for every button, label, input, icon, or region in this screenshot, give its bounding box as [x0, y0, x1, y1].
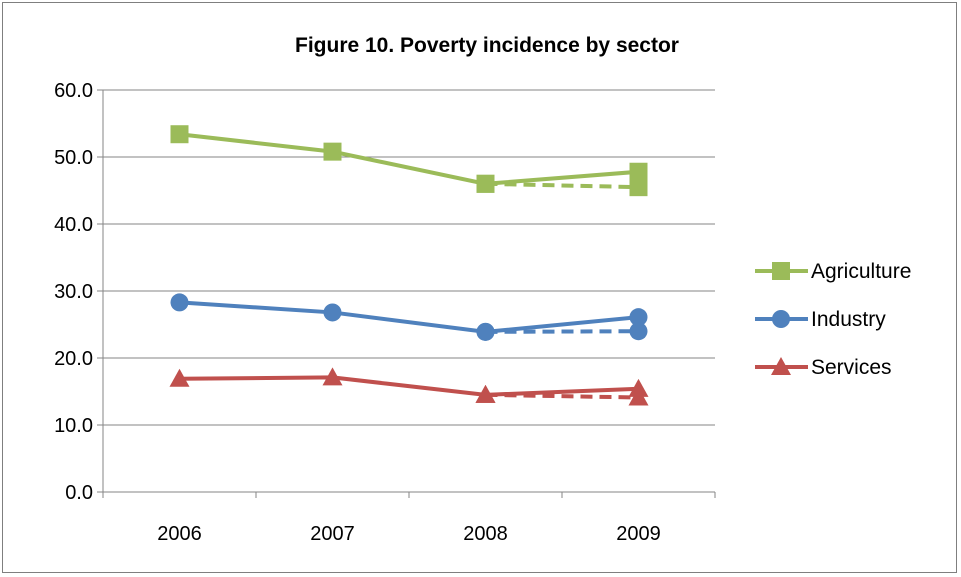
axes	[97, 89, 716, 498]
y-tick-label: 0.0	[65, 482, 93, 504]
series-line	[179, 300, 639, 334]
marker-square	[323, 142, 342, 161]
marker-circle	[323, 303, 342, 322]
marker-circle	[772, 310, 790, 328]
marker-circle	[629, 322, 648, 341]
x-tick-label: 2007	[310, 523, 355, 545]
y-tick-label: 10.0	[54, 415, 93, 437]
legend-label: Agriculture	[811, 260, 911, 283]
y-axis-ticks: 0.0 10.0 20.0 30.0 40.0 50.0 60.0	[54, 80, 93, 504]
dashed-line	[485, 181, 639, 190]
chart-title: Figure 10. Poverty incidence by sector	[295, 34, 679, 57]
x-tick-label: 2006	[157, 523, 202, 545]
dashed-line	[485, 329, 639, 334]
y-tick-label: 40.0	[54, 214, 93, 236]
marker-triangle	[628, 378, 649, 397]
legend-item-services: Services	[755, 356, 892, 379]
x-tick-label: 2009	[616, 523, 661, 545]
y-tick-label: 50.0	[54, 147, 93, 169]
x-tick-label: 2008	[463, 523, 508, 545]
series-industry	[170, 293, 648, 341]
y-tick-label: 30.0	[54, 281, 93, 303]
marker-square	[476, 174, 495, 193]
legend-item-industry: Industry	[755, 308, 886, 331]
series-line	[179, 375, 639, 397]
y-tick-label: 60.0	[54, 80, 93, 102]
marker-square	[629, 162, 648, 181]
series-agriculture	[170, 125, 648, 193]
marker-circle	[476, 322, 495, 341]
marker-triangle	[322, 367, 343, 386]
marker-triangle	[771, 357, 791, 375]
legend-label: Services	[811, 356, 892, 379]
legend: Agriculture Industry Services	[755, 260, 911, 379]
marker-triangle	[169, 368, 190, 387]
gridlines	[103, 89, 715, 426]
marker-square	[772, 262, 790, 280]
marker-square	[170, 125, 189, 144]
marker-circle	[629, 308, 648, 327]
series-line	[179, 132, 639, 186]
x-axis-ticks: 2006 2007 2008 2009	[157, 523, 661, 545]
series-services	[169, 367, 649, 403]
legend-label: Industry	[811, 308, 886, 331]
legend-item-agriculture: Agriculture	[755, 260, 911, 283]
marker-triangle	[475, 384, 496, 403]
y-tick-label: 20.0	[54, 348, 93, 370]
series-layer	[169, 125, 649, 406]
marker-square	[629, 178, 648, 197]
marker-circle	[170, 293, 189, 312]
